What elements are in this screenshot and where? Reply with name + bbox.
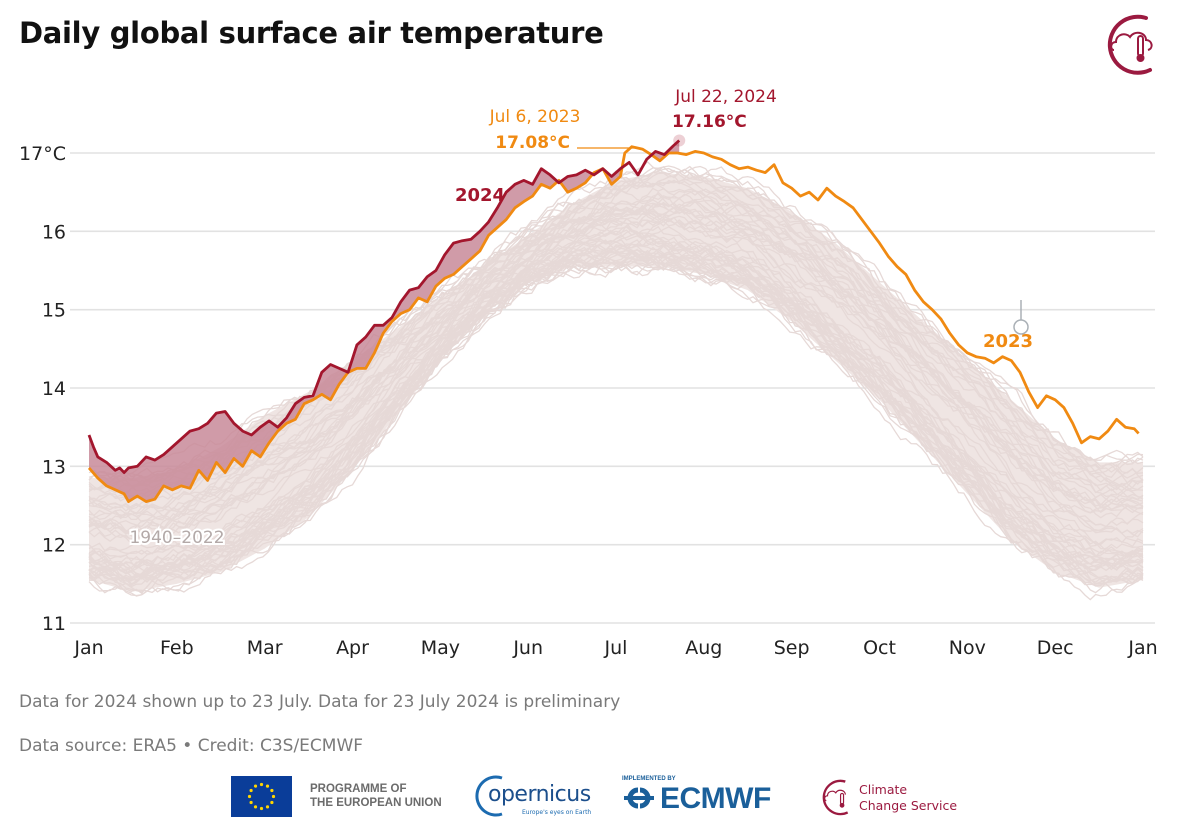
annotations: 2024 2023 Jul 6, 2023 17.08°C Jul 22, 2024 17… (455, 87, 1033, 352)
historical-lines-1940-2022: 1940–2022 (88, 160, 1144, 601)
eu-flag-icon (231, 776, 292, 817)
historical-year-line (88, 215, 1144, 538)
annotation-2023-date: Jul 6, 2023 (489, 107, 581, 127)
x-tick-label: Jan (1127, 637, 1157, 659)
annotation-2024-point (673, 134, 686, 147)
eu-star (270, 800, 274, 805)
series-lines (87, 139, 1140, 504)
x-tick-label: Aug (685, 637, 722, 659)
eu-star (259, 782, 264, 787)
fill-2024-above-2023 (89, 140, 680, 502)
x-tick-label: Feb (160, 637, 194, 659)
y-tick-label: 15 (42, 300, 66, 322)
historical-year-line (88, 217, 1144, 540)
ecmwf-logo-text: ECMWF (660, 782, 771, 815)
eu-star (265, 805, 270, 809)
historical-year-line (88, 243, 1144, 585)
historical-year-line (88, 234, 1144, 574)
annotation-2024-date: Jul 22, 2024 (674, 87, 777, 107)
x-tick-label: Sep (774, 637, 810, 659)
cursor-pin-circle (1013, 319, 1029, 335)
y-tick-label: 12 (42, 535, 66, 557)
copernicus-tagline: Europe's eyes on Earth (522, 809, 592, 816)
footnote-data-note: Data for 2024 shown up to 23 July. Data … (19, 692, 621, 712)
y-tick-label: 11 (42, 613, 66, 635)
annotation-2023-value: 17.08°C (495, 133, 570, 153)
eu-text-line1: PROGRAMME OF (310, 783, 407, 795)
x-tick-label: May (421, 637, 460, 659)
y-tick-label: 14 (42, 378, 66, 400)
x-axis-ticks: Jan Feb Mar Apr May Jun Jul Aug Sep Oct Nov Dec Jan (73, 637, 1157, 659)
eu-programme-text: PROGRAMME OF THE EUROPEAN UNION (310, 782, 442, 810)
c3s-text-line2: Change Service (859, 798, 958, 813)
historical-year-line (88, 249, 1144, 587)
y-axis-ticks: 11 12 13 14 15 16 17°C (19, 143, 66, 635)
historical-label: 1940–2022 (129, 528, 224, 548)
c3s-logo-text: Climate Change Service (859, 782, 957, 814)
historical-year-line (88, 211, 1144, 542)
c3s-text-line1: Climate (859, 782, 908, 797)
copernicus-arc-icon (475, 775, 503, 817)
historical-year-line (88, 208, 1144, 528)
historical-year-line (88, 262, 1144, 595)
eu-star (265, 784, 270, 788)
x-tick-label: Oct (863, 637, 896, 659)
copernicus-logo-text: opernicus (488, 782, 591, 807)
chart-title: Daily global surface air temperature (19, 16, 604, 50)
x-tick-label: Apr (336, 637, 369, 659)
historical-year-line (88, 249, 1144, 587)
x-tick-label: Jan (73, 637, 103, 659)
historical-year-line (88, 222, 1144, 569)
temperature-chart: 1940–2022 11 12 13 14 15 16 17°C Jan Feb Mar Apr M… (19, 87, 1158, 659)
y-tick-label: 17°C (19, 143, 66, 165)
historical-year-line (88, 195, 1144, 533)
x-tick-label: Jun (512, 637, 543, 659)
annotation-2024-value: 17.16°C (672, 112, 747, 132)
historical-year-line (88, 259, 1144, 601)
series-label-2023: 2023 (983, 331, 1033, 352)
partner-logos: PROGRAMME OF THE EUROPEAN UNION opernicu… (0, 770, 1181, 830)
implemented-by-text: IMPLEMENTED BY (622, 776, 676, 782)
historical-year-line (89, 251, 1144, 582)
x-tick-label: Nov (949, 637, 986, 659)
eu-text-line2: THE EUROPEAN UNION (310, 797, 442, 809)
eu-star (249, 800, 253, 805)
eu-star (270, 788, 274, 793)
series-label-2024: 2024 (455, 185, 505, 206)
series-line-2023 (87, 145, 1140, 504)
y-tick-label: 16 (42, 221, 66, 243)
eu-star (249, 788, 253, 793)
eu-star (253, 784, 258, 788)
historical-year-line (88, 226, 1144, 560)
footnote-source-credit: Data source: ERA5 • Credit: C3S/ECMWF (19, 736, 364, 756)
historical-year-line (88, 200, 1144, 534)
y-tick-label: 13 (42, 456, 66, 478)
x-tick-label: Mar (247, 637, 283, 659)
x-tick-label: Dec (1037, 637, 1074, 659)
eu-star (271, 794, 276, 799)
x-tick-label: Jul (604, 637, 628, 659)
eu-star (259, 806, 264, 811)
c3s-logo-icon (822, 779, 849, 816)
c3s-thermometer-cloud-icon (1107, 14, 1153, 75)
fill-2024-above-2023-area (89, 140, 680, 502)
eu-star (253, 805, 258, 809)
series-line-2024 (87, 139, 681, 475)
eu-star (247, 794, 252, 799)
ecmwf-mark-icon (624, 787, 654, 809)
historical-year-line (88, 242, 1144, 568)
